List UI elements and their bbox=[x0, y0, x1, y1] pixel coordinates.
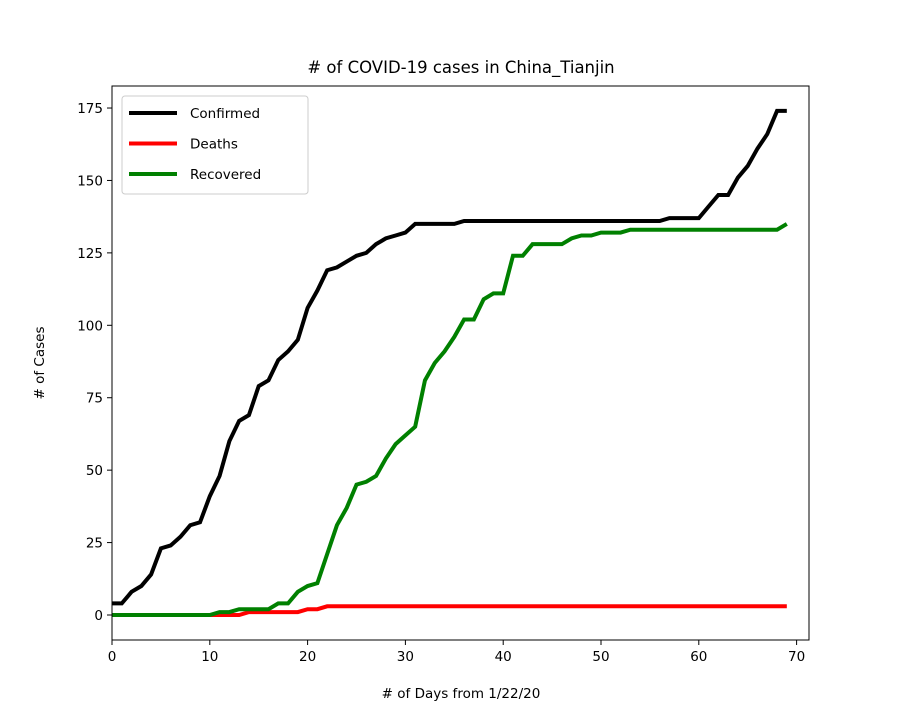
y-tick-label: 125 bbox=[77, 246, 103, 262]
x-tick-label: 20 bbox=[299, 649, 316, 665]
y-tick-label: 100 bbox=[77, 318, 103, 334]
series-line-confirmed bbox=[112, 108, 787, 606]
x-tick-label: 70 bbox=[788, 649, 805, 665]
legend-box bbox=[121, 95, 309, 195]
y-tick-label: 175 bbox=[77, 101, 103, 117]
x-axis-label: # of Days from 1/22/20 bbox=[382, 686, 541, 702]
plot-frame bbox=[111, 85, 810, 641]
x-tick-label: 40 bbox=[495, 649, 512, 665]
y-axis-label: # of Cases bbox=[32, 327, 48, 400]
legend: Confirmed Deaths Recovered bbox=[121, 95, 309, 195]
y-tick-label: 25 bbox=[86, 536, 103, 552]
legend-label-deaths: Deaths bbox=[190, 137, 238, 153]
y-tick-label: 0 bbox=[94, 608, 103, 624]
y-tick-label: 75 bbox=[86, 391, 103, 407]
legend-label-recovered: Recovered bbox=[190, 167, 261, 183]
y-tick-label: 50 bbox=[86, 463, 103, 479]
x-tick-label: 60 bbox=[690, 649, 707, 665]
chart-title: # of COVID-19 cases in China_Tianjin bbox=[307, 58, 614, 78]
x-tick-label: 30 bbox=[397, 649, 414, 665]
y-tick-label: 150 bbox=[77, 173, 103, 189]
x-tick-label: 0 bbox=[108, 649, 117, 665]
series-line-deaths bbox=[112, 604, 787, 617]
x-tick-label: 50 bbox=[592, 649, 609, 665]
axis-ticks: 0 10 20 30 40 50 60 70 0 25 50 75 100 125 150 175 bbox=[77, 101, 805, 665]
plot-area bbox=[112, 108, 788, 617]
x-tick-label: 10 bbox=[201, 649, 218, 665]
legend-label-confirmed: Confirmed bbox=[190, 106, 260, 122]
series-line-recovered bbox=[112, 222, 788, 617]
